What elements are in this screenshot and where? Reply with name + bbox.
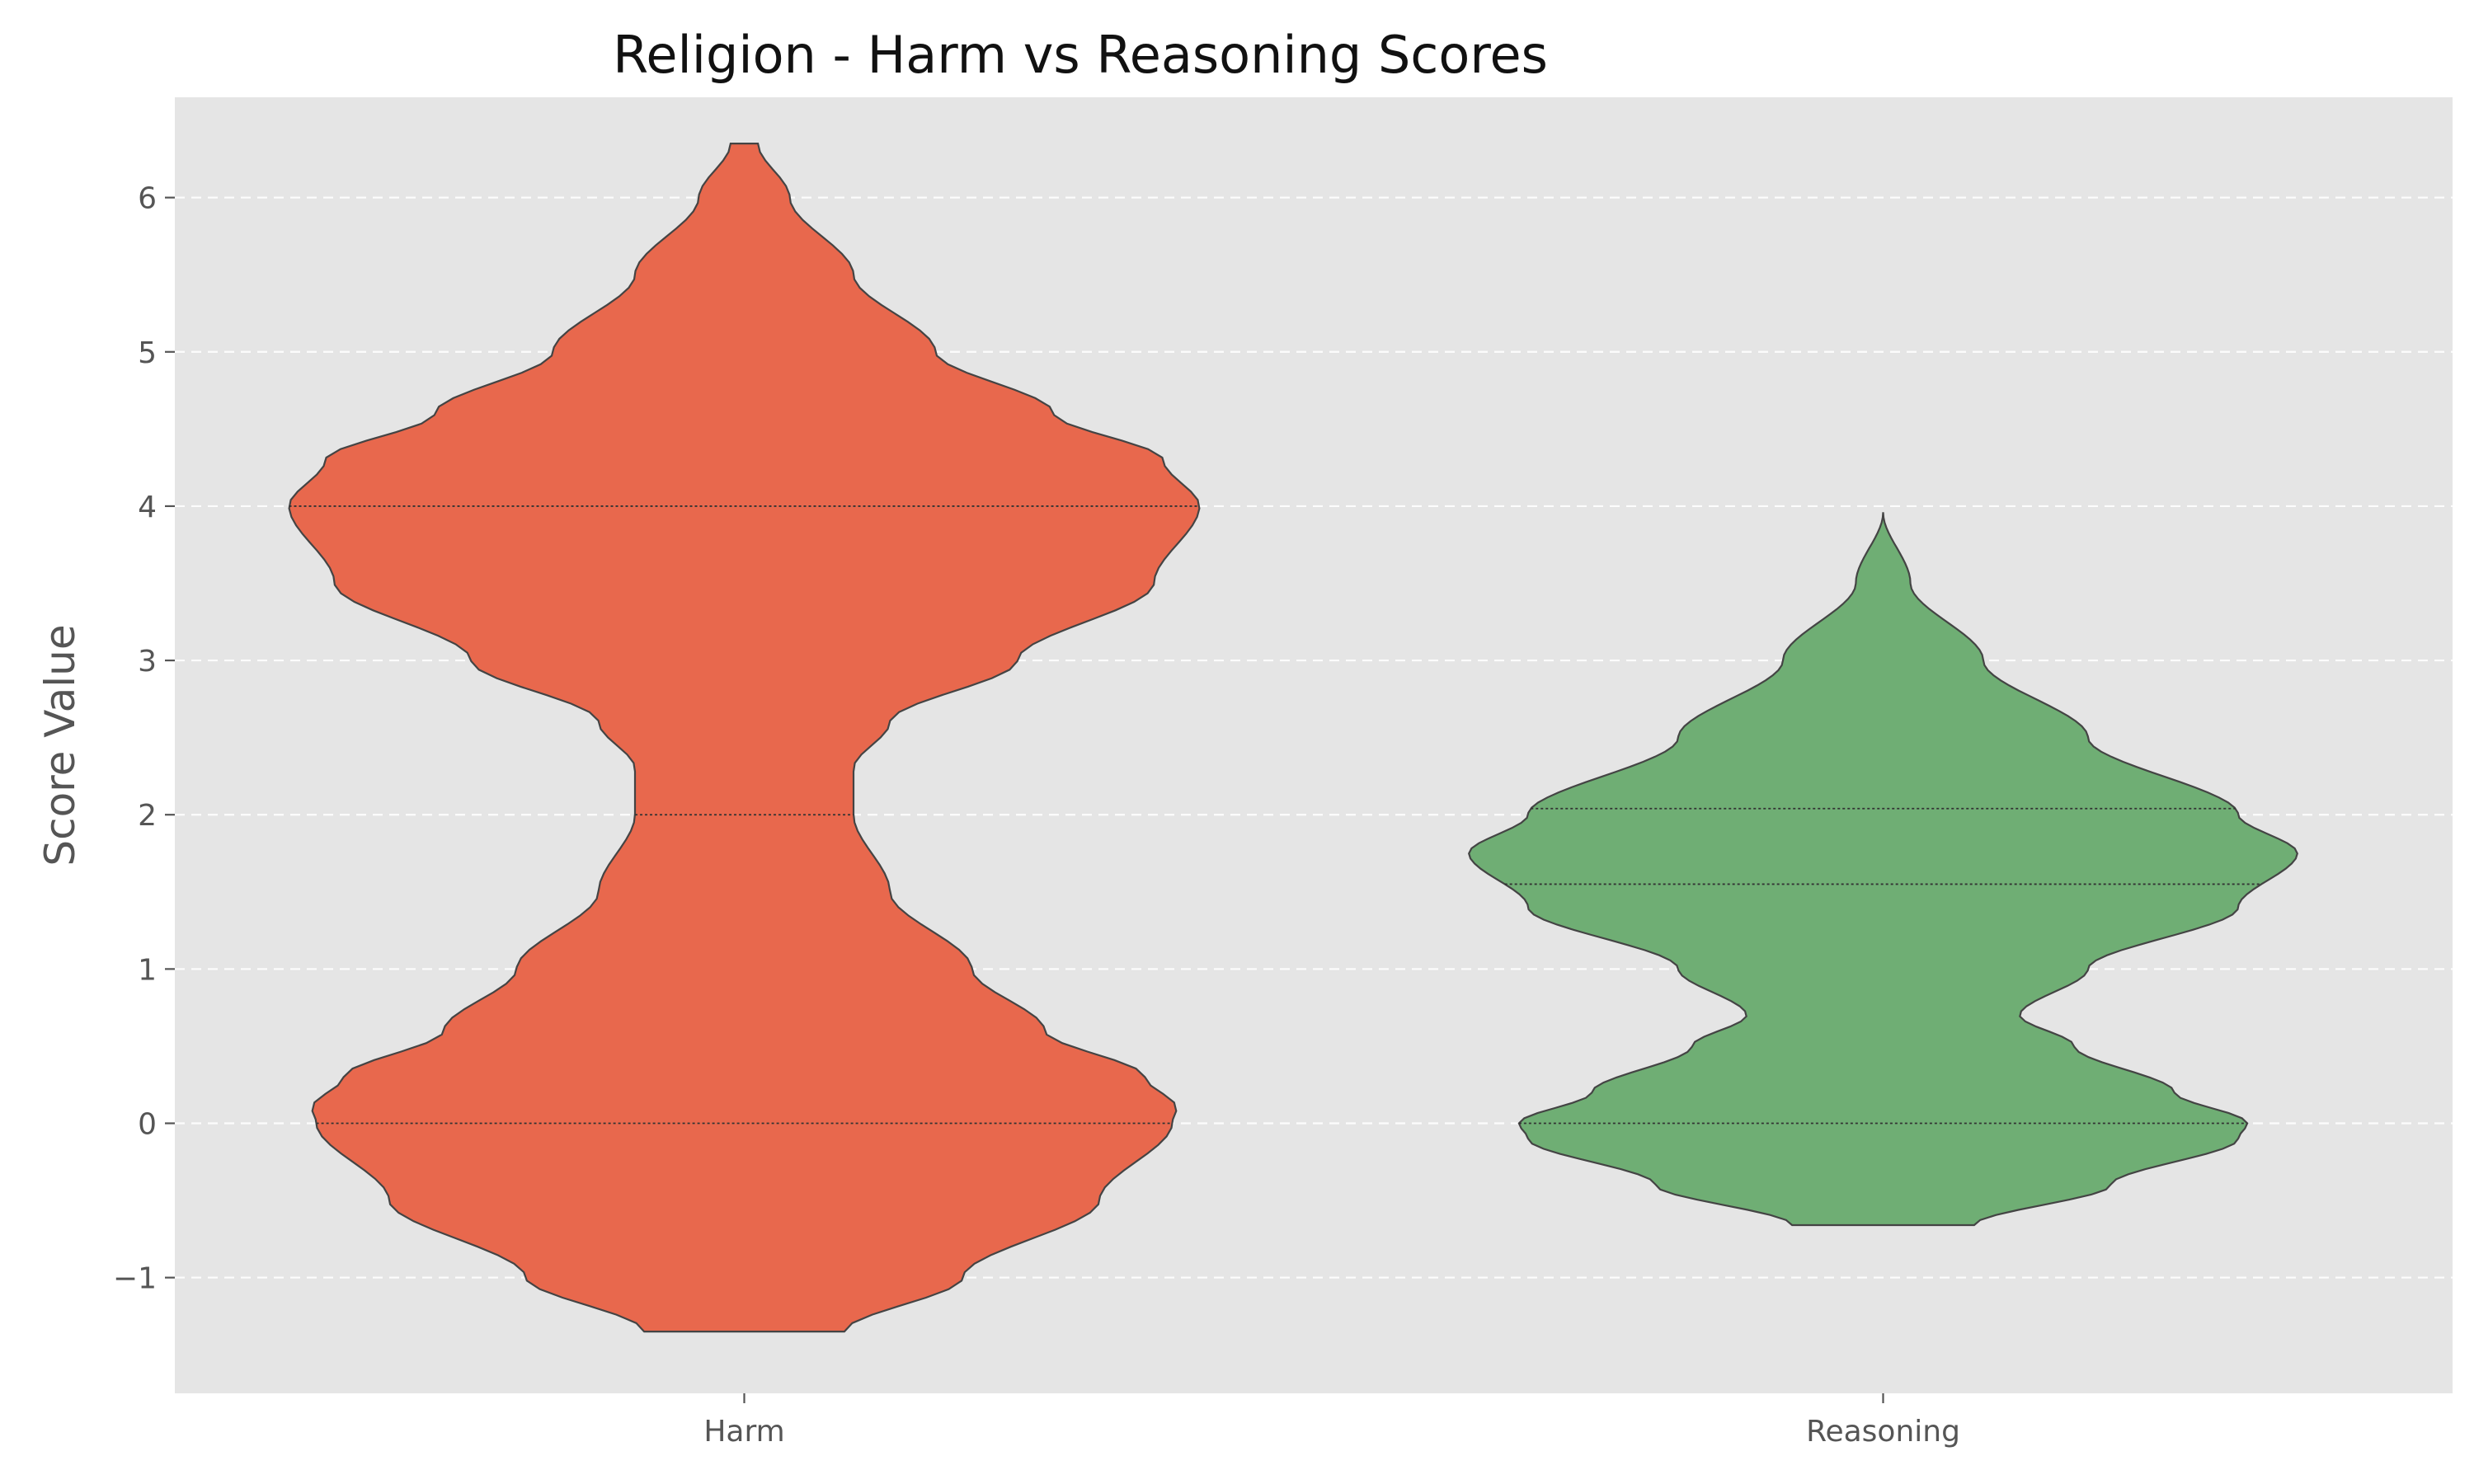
x-tick-label: Harm: [703, 1415, 784, 1449]
y-tick-label: 2: [138, 799, 157, 833]
violins: [288, 143, 2298, 1333]
y-tick-label: 1: [138, 953, 157, 987]
x-axis: Harm Reasoning: [703, 1393, 1960, 1449]
y-tick-label: −1: [113, 1262, 157, 1296]
chart-title: Religion - Harm vs Reasoning Scores: [613, 25, 1548, 85]
y-axis-label: Score Value: [36, 624, 84, 866]
y-tick-label: 4: [138, 491, 157, 524]
y-tick-label: 6: [138, 182, 157, 216]
y-axis: −1 0 1 2 3 4 5 6: [113, 182, 175, 1296]
violin-reasoning: [1468, 512, 2298, 1227]
y-tick-label: 3: [138, 645, 157, 679]
y-tick-label: 5: [138, 336, 157, 370]
violin-harm: [288, 143, 1201, 1333]
x-tick-label: Reasoning: [1806, 1415, 1960, 1449]
y-tick-label: 0: [138, 1108, 157, 1142]
